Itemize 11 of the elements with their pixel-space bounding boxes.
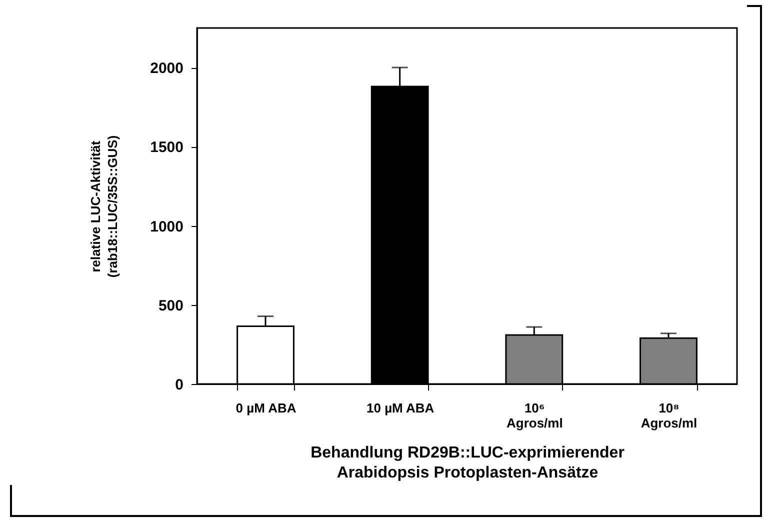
x-tick-label: 0 µM ABA — [236, 400, 297, 416]
y-axis-title: relative LUC-Aktivität (rab18::LUC/35S::GUS) — [88, 135, 120, 278]
y-tick-label: 500 — [158, 297, 184, 314]
y-tick-label: 0 — [175, 376, 184, 394]
x-tick-label: 10⁸ Agros/ml — [640, 400, 698, 430]
y-tick-label: 1500 — [150, 139, 184, 156]
x-axis-title: Behandlung RD29B::LUC-exprimierender Arabidopsis Protoplasten-Ansätze — [310, 444, 624, 482]
y-tick-label: 1000 — [150, 218, 184, 236]
x-tick-label: 10⁶ Agros/ml — [506, 400, 563, 430]
x-tick-label: 10 µM ABA — [366, 400, 435, 416]
y-tick-label: 2000 — [150, 60, 184, 78]
